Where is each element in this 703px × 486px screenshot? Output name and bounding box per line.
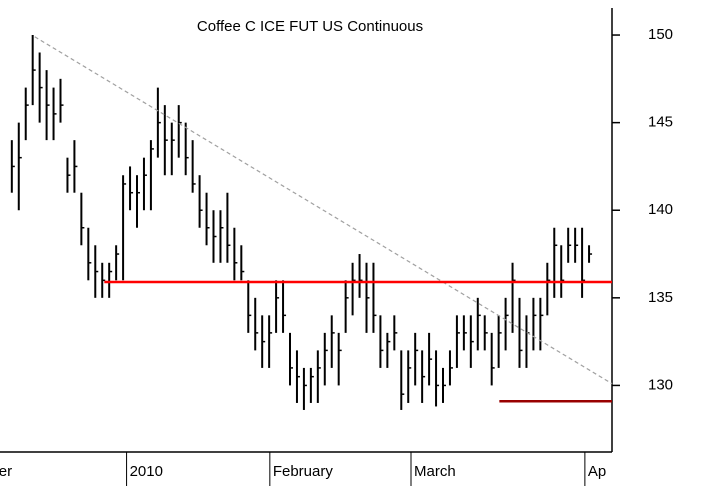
x-tick-label: 2010 <box>130 463 163 480</box>
x-tick-label: ember <box>0 463 12 480</box>
x-tick-label: March <box>414 463 456 480</box>
y-tick-label: 145 <box>648 114 673 131</box>
y-tick-label: 130 <box>648 376 673 393</box>
x-tick-label: February <box>273 463 334 480</box>
y-tick-label: 135 <box>648 289 673 306</box>
trend-line <box>34 36 613 385</box>
x-tick-label: Ap <box>588 463 606 480</box>
chart-title: Coffee C ICE FUT US Continuous <box>197 18 423 35</box>
y-tick-label: 150 <box>648 26 673 43</box>
y-tick-label: 140 <box>648 201 673 218</box>
